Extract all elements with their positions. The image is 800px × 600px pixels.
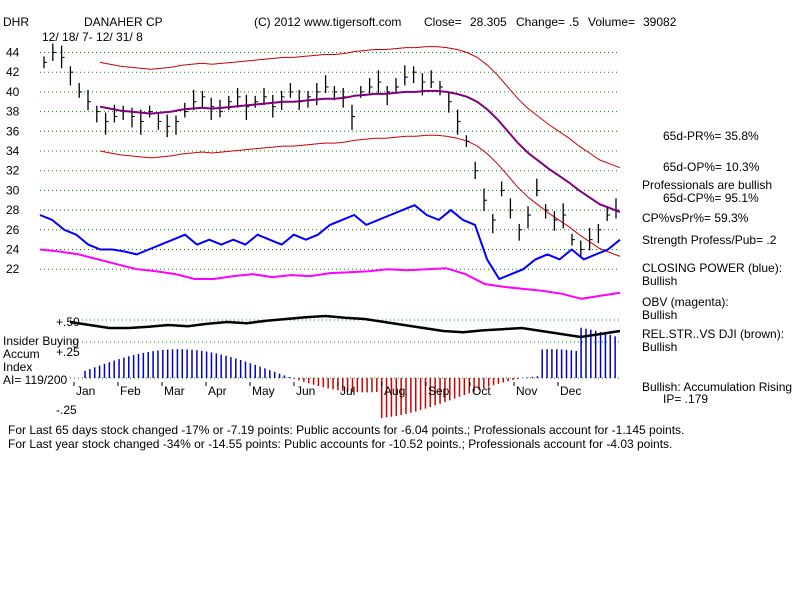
relstr-label: REL.STR..VS DJI (brown): [642,327,785,341]
y-tick-32: 32 [6,164,20,178]
month-label-Feb: Feb [120,384,141,398]
cp65-readout: 65d-CP%= 95.1% [663,191,759,205]
month-label-Oct: Oct [472,384,491,398]
y-tick-26: 26 [6,223,20,237]
ip-readout: IP= .179 [663,392,709,406]
y-tick-22: 22 [6,262,20,276]
y-tick-42: 42 [6,65,20,79]
month-label-Mar: Mar [164,384,185,398]
closing-power-status: Bullish [642,274,678,288]
volume-value: 39082 [643,15,677,29]
accumulation-index-panel [84,327,616,418]
pr65-readout: 65d-PR%= 35.8% [663,129,759,143]
professionals-status: Professionals are bullish [642,178,773,192]
obv-status: Bullish [642,308,678,322]
obv-label: OBV (magenta): [642,295,729,309]
plus-25-label: +.25 [56,345,80,359]
obv-line [39,248,621,300]
upper-band [99,46,621,169]
bollinger-bands [99,46,621,257]
insider-buying-label: Insider Buying [3,334,80,348]
month-label-Jul: Jul [340,384,355,398]
month-axis: Jan Feb Mar Apr May Jun Jul Aug Sep Oct Nov Dec [73,382,581,398]
relative-strength-line [69,314,621,339]
closing-power-label: CLOSING POWER (blue): [642,261,783,275]
month-label-Nov: Nov [516,384,537,398]
index-label: Index [3,360,33,374]
company-name: DANAHER CP [84,15,163,29]
y-tick-labels: 44 42 40 38 36 34 32 30 28 26 24 22 [6,46,20,277]
indicator-lines [39,89,621,300]
ai-readout: AI= 119/200 [3,373,68,387]
copyright: (C) 2012 www.tigersoft.com [254,15,402,29]
lower-band [99,134,621,257]
strength-readout: Strength Profess/Pub= .2 [642,233,777,247]
y-tick-34: 34 [6,144,20,158]
month-label-Dec: Dec [560,384,581,398]
cp-vs-pr-readout: CP%vsPr%= 59.3% [642,211,749,225]
relstr-status: Bullish [642,340,678,354]
op65-readout: 65d-OP%= 10.3% [663,160,760,174]
month-label-Jun: Jun [296,384,315,398]
y-tick-40: 40 [6,85,20,99]
month-label-Aug: Aug [384,384,405,398]
footer-year: For Last year stock changed -34% or -14.… [8,437,673,451]
y-tick-28: 28 [6,203,20,217]
y-tick-36: 36 [6,124,20,138]
y-tick-44: 44 [6,46,20,60]
minus-25-label: -.25 [56,403,77,417]
y-tick-30: 30 [6,183,20,197]
accumulation-status: Bullish: Accumulation Rising [642,380,793,394]
close-label: Close= [424,15,462,29]
change-label: Change= [516,15,566,29]
close-value: 28.305 [470,15,507,29]
moving-average-line [99,89,621,214]
plus-50-label: +.50 [56,315,80,329]
date-range: 12/ 18/ 7- 12/ 31/ 8 [42,30,143,44]
y-tick-38: 38 [6,105,20,119]
footer-65day: For Last 65 days stock changed -17% or -… [8,423,685,437]
relative-strength-panel [69,314,621,339]
accum-label: Accum [3,347,40,361]
month-label-Jan: Jan [76,384,95,398]
change-value: .5 [569,15,580,29]
y-tick-24: 24 [6,243,20,257]
month-label-May: May [252,384,275,398]
month-label-Sep: Sep [428,384,450,398]
month-label-Apr: Apr [208,384,227,398]
ticker-symbol: DHR [3,15,29,29]
volume-label: Volume= [588,15,636,29]
closing-power-line [39,204,621,281]
